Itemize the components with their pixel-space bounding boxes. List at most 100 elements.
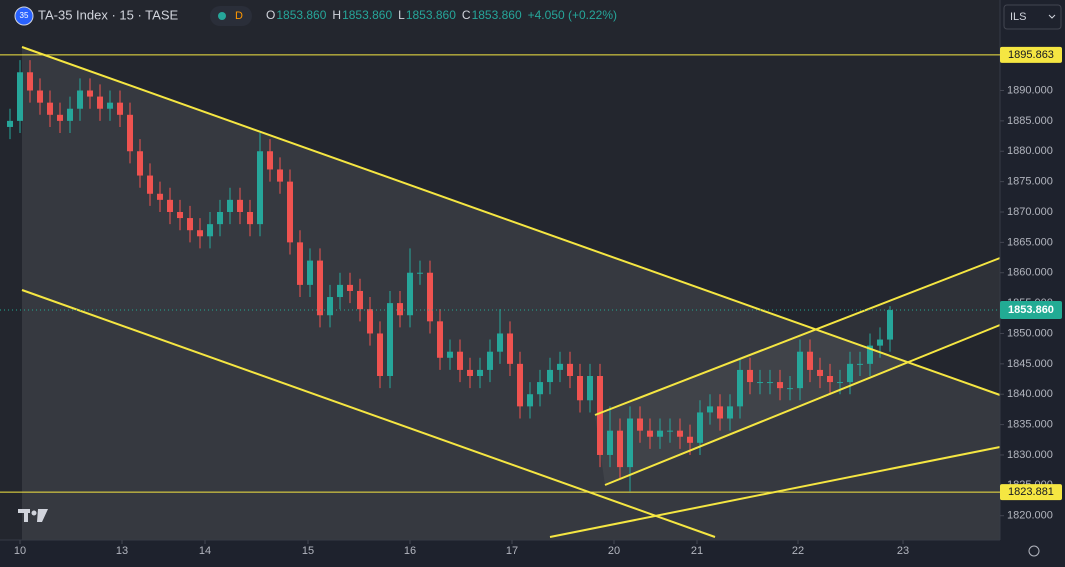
candle-body	[247, 211, 253, 225]
y-tick-label: 1885.000	[1007, 115, 1053, 127]
candle-body	[397, 303, 403, 316]
candle-body	[637, 418, 643, 431]
y-tick-label: 1820.000	[1007, 510, 1053, 522]
candle-body	[827, 375, 833, 383]
x-tick-label: 16	[404, 545, 416, 557]
plot-area	[0, 0, 1000, 540]
x-tick-label: 22	[792, 545, 804, 557]
candle-body	[417, 272, 423, 274]
candle-body	[217, 211, 223, 225]
trend-line	[604, 324, 1001, 486]
candle-body	[607, 430, 613, 455]
candle-body	[537, 382, 543, 395]
candle-body	[817, 369, 823, 376]
candle-body	[727, 406, 733, 419]
y-tick-label: 1880.000	[1007, 145, 1053, 157]
candle-body	[877, 339, 883, 346]
candle-body	[177, 211, 183, 219]
candle-body	[867, 345, 873, 364]
candle-body	[567, 363, 573, 376]
y-tick-label: 1830.000	[1007, 449, 1053, 461]
y-tick-label: 1860.000	[1007, 267, 1053, 279]
price-tag	[1000, 46, 1062, 63]
quote-key: C	[462, 8, 471, 22]
candle-body	[227, 199, 233, 212]
candle-body	[717, 406, 723, 419]
candle-body	[137, 151, 143, 176]
candle-body	[517, 363, 523, 407]
quote-value: 1853.860	[342, 8, 392, 22]
candle-body	[667, 430, 673, 432]
candle-body	[57, 114, 63, 121]
quote-key: H	[332, 8, 341, 22]
price-tag-label: 1823.881	[1008, 486, 1054, 498]
candle-body	[277, 169, 283, 182]
price-tag	[1000, 484, 1062, 501]
candle-body	[167, 199, 173, 212]
candle-body	[687, 436, 693, 443]
candle-body	[487, 351, 493, 370]
candle-body	[387, 303, 393, 376]
settings-icon[interactable]	[1028, 545, 1040, 557]
channel-fill	[22, 47, 1000, 540]
x-tick-label: 10	[14, 545, 26, 557]
candle-body	[37, 90, 43, 103]
quote-value: 1853.860	[276, 8, 326, 22]
trend-line	[21, 289, 716, 538]
candle-body	[437, 321, 443, 358]
candle-body	[707, 406, 713, 413]
candle-body	[697, 412, 703, 443]
candle-body	[87, 90, 93, 97]
candle-body	[157, 193, 163, 200]
candle-body	[467, 369, 473, 376]
candle-body	[597, 375, 603, 455]
candle-body	[557, 363, 563, 370]
price-axis	[1000, 0, 1065, 567]
candle-body	[617, 430, 623, 468]
candle-body	[767, 382, 773, 384]
candle-body	[257, 151, 263, 225]
candle-body	[457, 351, 463, 370]
candle-body	[367, 309, 373, 334]
candle-body	[317, 260, 323, 316]
candle-body	[507, 333, 513, 364]
quote-value: 1853.860	[472, 8, 522, 22]
candle-body	[407, 272, 413, 316]
trend-line	[21, 46, 1001, 396]
dropdown-arrow	[1048, 14, 1056, 19]
x-tick-label: 17	[506, 545, 518, 557]
candle-body	[97, 96, 103, 109]
symbol-title[interactable]: TA-35 Index · 15 · TASE	[38, 7, 178, 22]
currency-select[interactable]	[1003, 4, 1062, 30]
symbol-badge[interactable]	[14, 6, 34, 26]
price-tag-label: 1895.863	[1008, 49, 1054, 61]
candle-body	[337, 284, 343, 298]
symbol-badge-text: 35	[20, 11, 29, 20]
candle-body	[807, 351, 813, 370]
candle-body	[747, 369, 753, 383]
candle-body	[17, 72, 23, 121]
y-tick-label: 1870.000	[1007, 206, 1053, 218]
candle-body	[197, 230, 203, 237]
y-tick-label: 1845.000	[1007, 358, 1053, 370]
quote: O 1853.860 H 1853.860 L 1853.860 C 1853.860 +4.0…	[266, 8, 617, 22]
candle-body	[267, 151, 273, 170]
mode-label: D	[235, 10, 243, 22]
candle-body	[577, 375, 583, 401]
currency-label: ILS	[1010, 11, 1027, 23]
x-tick-label: 14	[199, 545, 211, 557]
candle-body	[547, 369, 553, 383]
trend-line	[594, 257, 1001, 416]
last-price-tag	[1000, 301, 1062, 320]
candles	[7, 60, 893, 492]
candle-body	[857, 363, 863, 365]
y-tick-label: 1850.000	[1007, 327, 1053, 339]
candle-body	[447, 351, 453, 358]
x-tick-label: 23	[897, 545, 909, 557]
candle-body	[207, 224, 213, 237]
quote-key: L	[398, 8, 405, 22]
x-tick-label: 15	[302, 545, 314, 557]
status-dot	[218, 12, 226, 20]
candle-body	[427, 272, 433, 322]
